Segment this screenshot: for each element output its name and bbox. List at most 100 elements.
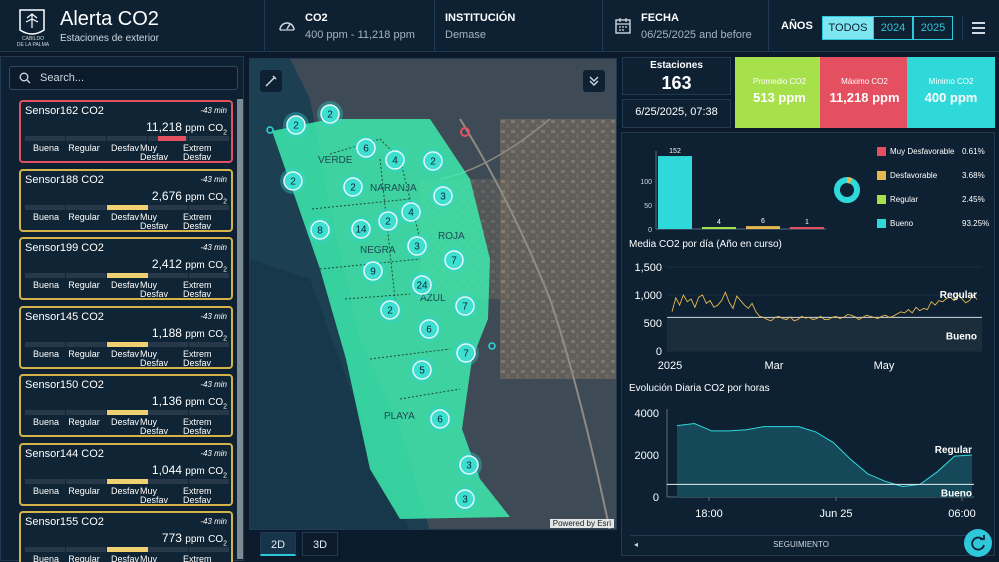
scale-label: Extrem Desfav	[183, 211, 212, 231]
year-button-todos[interactable]: TODOS	[822, 16, 874, 40]
map-cluster-marker[interactable]: 2	[377, 297, 403, 323]
sensor-card[interactable]: Sensor150 CO2 -43 min 1,136 ppm CO2 Buena Re…	[19, 374, 233, 437]
map-cluster-marker[interactable]: 2	[340, 174, 366, 200]
search-box[interactable]	[9, 66, 238, 90]
scale-segment	[107, 136, 148, 141]
measure-tool-button[interactable]	[260, 70, 282, 92]
sensor-card[interactable]: Sensor199 CO2 -43 min 2,412 ppm CO2 Buena Re…	[19, 237, 233, 300]
sensor-value-number: 773	[161, 531, 182, 545]
map-cluster-marker[interactable]: 5	[409, 357, 435, 383]
scale-label: Desfav	[110, 280, 139, 290]
search-input[interactable]	[40, 70, 230, 86]
cluster-count: 9	[370, 267, 376, 278]
chevron-left-icon[interactable]: ◂	[634, 540, 639, 549]
scale-segment	[66, 341, 107, 347]
scale-label: Desfav	[110, 143, 139, 153]
date-filter[interactable]: FECHA 06/25/2025 and before	[602, 0, 768, 52]
sensor-unit: ppm	[185, 260, 205, 271]
map-cluster-marker[interactable]: 6	[427, 406, 453, 432]
sensor-gas-sub: 2	[223, 334, 227, 342]
map-cluster-marker[interactable]: 2	[375, 208, 401, 234]
map-cluster-marker[interactable]: 2	[317, 101, 343, 127]
scale-label: Regular	[68, 485, 100, 496]
map-cluster-marker[interactable]: 7	[441, 247, 467, 273]
tab-2d[interactable]: 2D	[260, 532, 296, 556]
scale-label: Regular	[68, 417, 100, 427]
app-subtitle: Estaciones de exterior	[60, 33, 159, 44]
map-cluster-marker[interactable]: 14	[348, 216, 374, 242]
sensor-card[interactable]: Sensor144 CO2 -43 min 1,044 ppm CO2 Buena Re…	[19, 442, 233, 507]
scale-segment	[66, 547, 107, 552]
gauge-icon	[279, 22, 295, 31]
esri-attribution[interactable]: Powered by Esri	[549, 519, 614, 528]
sensor-card[interactable]: Sensor155 CO2 -43 min 773 ppm CO2 Buena Regu…	[19, 511, 233, 562]
scale-label: Regular	[68, 143, 100, 153]
max-co2-value: 11,218 ppm	[829, 90, 900, 105]
map-cluster-marker[interactable]: 3	[456, 452, 482, 478]
map-cluster-marker[interactable]: 8	[307, 217, 333, 243]
scale-marker	[107, 410, 148, 415]
map-cluster-marker[interactable]: 7	[452, 293, 478, 319]
scale-segment	[189, 478, 230, 484]
legend-name: Muy Desfavorable	[890, 147, 955, 156]
co2-filter[interactable]: CO2 400 ppm - 11,218 ppm	[264, 0, 434, 52]
bar	[658, 156, 692, 229]
year-button-2024[interactable]: 2024	[873, 16, 913, 40]
refresh-button[interactable]	[964, 529, 992, 557]
cluster-core	[310, 220, 330, 240]
sensor-card[interactable]: Sensor188 CO2 -43 min 2,676 ppm CO2 Buena Re…	[19, 168, 233, 233]
scale-label: Buena	[32, 211, 60, 222]
cluster-core	[343, 177, 363, 197]
map-cluster-marker[interactable]: 6	[353, 135, 379, 161]
sensor-card[interactable]: Sensor162 CO2 -43 min 11,218 ppm CO2 Buena R…	[19, 100, 233, 163]
year-button-2025[interactable]: 2025	[913, 16, 953, 40]
scale-segment	[25, 204, 66, 210]
scale-segment	[148, 547, 189, 552]
cluster-core	[407, 236, 427, 256]
map-cluster-marker[interactable]: 2	[280, 168, 306, 194]
tracking-footer[interactable]: ◂ SEGUIMIENTO	[630, 535, 972, 553]
cluster-count: 24	[416, 281, 428, 292]
bar-y-tick: 100	[640, 179, 652, 186]
map-cluster-marker[interactable]: 7	[453, 340, 479, 366]
area-x-tick: Jun 25	[819, 508, 852, 520]
map-cluster-marker[interactable]: 4	[398, 199, 424, 225]
map-cluster-marker[interactable]: 2	[283, 112, 309, 138]
map-cluster-marker[interactable]: 4	[382, 147, 408, 173]
sensor-name: Sensor199 CO2	[25, 242, 104, 254]
sensor-list-scrollbar[interactable]	[237, 99, 243, 559]
bar-value-label: 4	[717, 219, 721, 226]
sensor-card[interactable]: Sensor145 CO2 -43 min 1,188 ppm CO2 Buena Re…	[19, 305, 233, 369]
map-cluster-marker[interactable]: 24	[409, 272, 435, 298]
tab-3d[interactable]: 3D	[302, 532, 338, 556]
cluster-core	[385, 150, 405, 170]
map-cluster-marker[interactable]: 3	[452, 486, 478, 512]
scale-label: Extrem Desfav	[183, 554, 212, 562]
institution-filter[interactable]: INSTITUCIÓN Demase	[434, 0, 602, 52]
map-cluster-marker[interactable]: 2	[420, 148, 446, 174]
collapse-map-button[interactable]	[583, 70, 605, 92]
daily-co2-line	[671, 291, 978, 322]
map-cluster-marker[interactable]: 3	[430, 183, 456, 209]
area-y-tick: 0	[653, 492, 659, 504]
sensor-value: 1,188 ppm CO2	[152, 326, 227, 342]
scale-label: Extrem Desfav	[183, 348, 212, 368]
map-zone-label: PLAYA	[384, 411, 415, 422]
scale-label: Muy Desfav	[140, 485, 169, 505]
sensor-scale	[25, 341, 230, 347]
search-icon	[19, 72, 31, 84]
map-cluster-marker[interactable]: 9	[360, 258, 386, 284]
cluster-core	[380, 300, 400, 320]
date-label: FECHA	[641, 12, 679, 24]
map-cluster-marker[interactable]: 6	[416, 316, 442, 342]
map-cluster-marker[interactable]: 3	[404, 233, 430, 259]
map-zone-label: NEGRA	[360, 245, 396, 256]
co2-filter-value: 400 ppm - 11,218 ppm	[305, 29, 415, 41]
line-x-tick: 2025	[658, 360, 682, 372]
hamburger-menu-icon[interactable]	[962, 16, 986, 40]
